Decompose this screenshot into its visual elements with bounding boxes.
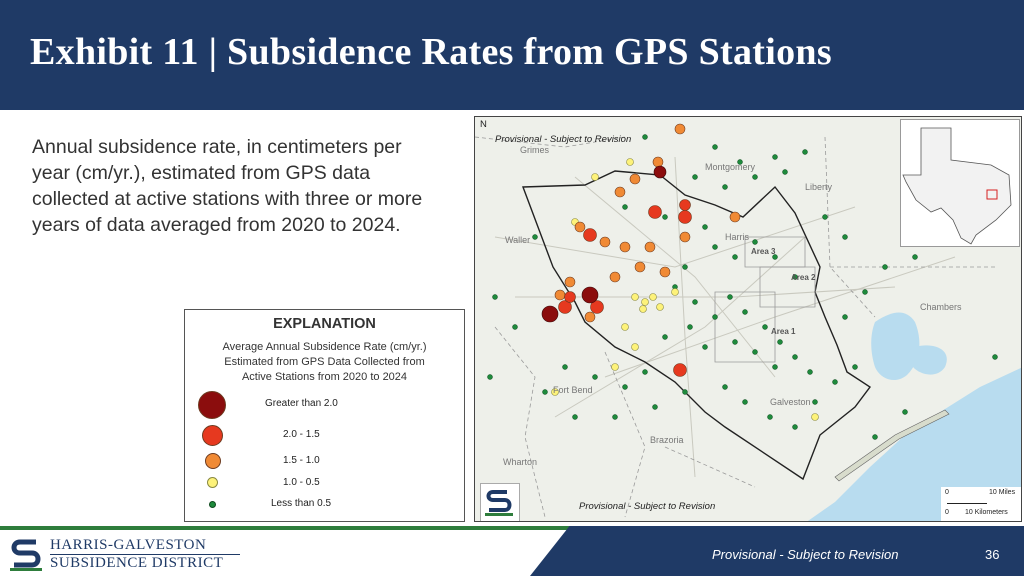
legend-subtitle-line1: Average Annual Subsidence Rate (cm/yr.) — [222, 341, 427, 353]
map-legend: EXPLANATION Average Annual Subsidence Ra… — [184, 309, 465, 522]
org-name-line1: HARRIS-GALVESTON — [50, 537, 207, 553]
legend-label-1.5-1: 1.5 - 1.0 — [283, 455, 320, 466]
legend-label-1-0.5: 1.0 - 0.5 — [283, 477, 320, 488]
district-boundary — [522, 170, 872, 481]
stations-2-1.5 — [558, 199, 692, 377]
footer-provisional-note: Provisional - Subject to Revision — [712, 547, 899, 562]
county-label-chambers: Chambers — [920, 302, 962, 312]
area-label-3: Area 3 — [751, 247, 776, 256]
north-arrow: N — [480, 119, 487, 130]
legend-label-2-1.5: 2.0 - 1.5 — [283, 429, 320, 440]
description-text: Annual subsidence rate, in centimeters p… — [32, 136, 423, 236]
scale-km-label: 10 Kilometers — [965, 509, 1008, 516]
page-title: Exhibit 11 | Subsidence Rates from GPS S… — [30, 31, 832, 73]
legend-label-gt2: Greater than 2.0 — [265, 398, 338, 409]
texas-outline — [902, 127, 1012, 245]
district-logo-icon — [8, 536, 44, 572]
legend-subtitle: Average Annual Subsidence Rate (cm/yr.) … — [185, 340, 464, 385]
texas-inset-map — [900, 119, 1020, 247]
county-label-harris: Harris — [725, 232, 749, 242]
stations-1-0.5 — [551, 158, 819, 421]
legend-subtitle-line2: Estimated from GPS Data Collected from — [224, 356, 425, 368]
county-label-galveston: Galveston — [770, 397, 811, 407]
county-label-grimes: Grimes — [520, 145, 549, 155]
org-name-divider — [50, 554, 240, 555]
scale-zero-miles: 0 — [945, 489, 949, 496]
subsidence-map: N Provisional - Subject to Revision Prov… — [474, 116, 1022, 522]
legend-symbol-lt0.5 — [209, 501, 216, 508]
scale-zero-km: 0 — [945, 509, 949, 516]
legend-title: EXPLANATION — [273, 316, 376, 332]
legend-symbol-gt2 — [198, 391, 226, 419]
mini-logo-icon — [485, 490, 513, 516]
legend-subtitle-line3: Active Stations from 2020 to 2024 — [241, 371, 408, 383]
footer-bar: HARRIS-GALVESTON SUBSIDENCE DISTRICT Pro… — [0, 526, 1024, 576]
county-label-brazoria: Brazoria — [650, 435, 684, 445]
county-label-wharton: Wharton — [503, 457, 538, 467]
galveston-island — [834, 409, 950, 482]
area-label-2: Area 2 — [791, 273, 816, 282]
footer-green-band — [0, 526, 1024, 530]
bay-arm — [913, 345, 947, 375]
district-mini-logo — [480, 483, 520, 521]
map-provisional-top: Provisional - Subject to Revision — [495, 134, 632, 145]
scale-line — [947, 503, 987, 504]
county-label-montgomery: Montgomery — [705, 162, 756, 172]
legend-symbol-2-1.5 — [202, 425, 223, 446]
map-provisional-bottom: Provisional - Subject to Revision — [579, 501, 716, 512]
county-label-waller: Waller — [505, 235, 531, 245]
gulf-water — [807, 367, 1021, 521]
footer-navy-panel — [530, 526, 1024, 576]
legend-label-lt0.5: Less than 0.5 — [271, 498, 332, 509]
stations-1.5-1 — [554, 123, 741, 323]
legend-symbol-1.5-1 — [205, 453, 221, 469]
header-bar: Exhibit 11 | Subsidence Rates from GPS S… — [0, 0, 1024, 110]
map-scale-bar: 0 10 Miles 0 10 Kilometers — [941, 487, 1021, 521]
county-label-fort-bend: Fort Bend — [553, 385, 593, 395]
legend-symbol-1-0.5 — [207, 477, 218, 488]
org-name-line2: SUBSIDENCE DISTRICT — [50, 555, 224, 571]
scale-miles-label: 10 Miles — [989, 489, 1016, 496]
stations-gt2 — [541, 165, 667, 323]
area-label-1: Area 1 — [771, 327, 796, 336]
county-label-liberty: Liberty — [805, 182, 833, 192]
page-number: 36 — [985, 547, 1000, 562]
galveston-bay — [871, 312, 920, 381]
